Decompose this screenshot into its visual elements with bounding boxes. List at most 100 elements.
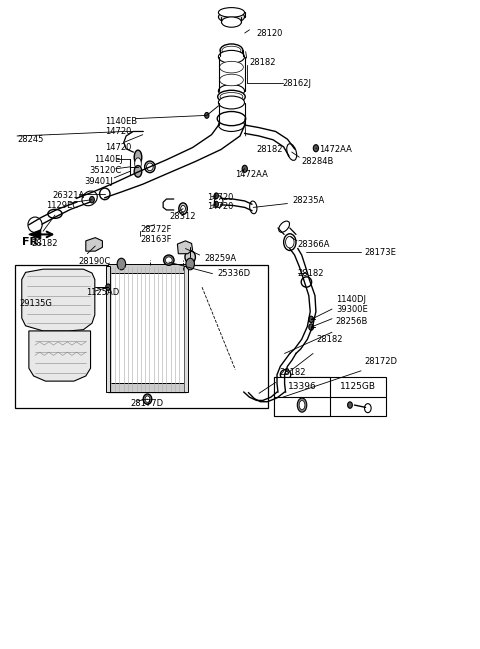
- Text: 1129EC: 1129EC: [47, 201, 79, 210]
- Text: 28182: 28182: [31, 239, 58, 248]
- Text: 28259A: 28259A: [204, 254, 237, 263]
- Ellipse shape: [309, 324, 313, 330]
- Ellipse shape: [222, 46, 241, 55]
- Text: 28190C: 28190C: [79, 257, 111, 266]
- Text: 26321A: 26321A: [53, 191, 85, 201]
- Ellipse shape: [286, 236, 294, 248]
- Ellipse shape: [219, 74, 243, 86]
- Bar: [274, 377, 385, 416]
- Text: 14720: 14720: [105, 143, 131, 152]
- Ellipse shape: [287, 143, 297, 160]
- Text: 35120C: 35120C: [90, 165, 122, 175]
- Ellipse shape: [214, 193, 218, 199]
- Text: 28162J: 28162J: [283, 79, 312, 88]
- Ellipse shape: [218, 51, 244, 63]
- Bar: [108, 264, 186, 273]
- Ellipse shape: [364, 404, 371, 413]
- Ellipse shape: [99, 188, 110, 200]
- Polygon shape: [86, 238, 102, 251]
- Text: 1140EJ: 1140EJ: [95, 154, 123, 164]
- Text: 28182: 28182: [257, 145, 283, 154]
- Ellipse shape: [145, 396, 150, 402]
- Bar: [14, 265, 268, 408]
- Ellipse shape: [215, 196, 223, 208]
- Ellipse shape: [348, 402, 352, 408]
- Polygon shape: [29, 331, 91, 381]
- Text: 28312: 28312: [170, 212, 196, 221]
- Ellipse shape: [284, 234, 296, 251]
- Ellipse shape: [106, 284, 110, 290]
- Text: 28245: 28245: [17, 135, 43, 143]
- Polygon shape: [29, 230, 41, 239]
- Text: 25336D: 25336D: [217, 269, 251, 278]
- Ellipse shape: [280, 369, 291, 380]
- Text: 28172D: 28172D: [364, 357, 397, 365]
- Ellipse shape: [220, 44, 243, 57]
- Ellipse shape: [221, 17, 241, 27]
- Ellipse shape: [82, 191, 97, 206]
- Text: 13396: 13396: [288, 382, 316, 391]
- Polygon shape: [178, 241, 192, 254]
- Text: 1472AA: 1472AA: [319, 145, 352, 154]
- Ellipse shape: [117, 258, 126, 270]
- Text: 28182: 28182: [279, 368, 305, 377]
- Text: 1472AA: 1472AA: [235, 170, 268, 179]
- Text: FR.: FR.: [22, 237, 42, 247]
- Text: 28284B: 28284B: [301, 157, 334, 166]
- Text: 14720: 14720: [207, 193, 233, 202]
- Ellipse shape: [220, 93, 243, 101]
- Ellipse shape: [204, 112, 209, 118]
- Text: 1140DJ: 1140DJ: [336, 295, 366, 304]
- Ellipse shape: [309, 316, 313, 323]
- Ellipse shape: [242, 165, 247, 173]
- Ellipse shape: [313, 145, 319, 152]
- Ellipse shape: [166, 257, 172, 263]
- Bar: [106, 266, 110, 392]
- Ellipse shape: [218, 8, 244, 18]
- Bar: [108, 266, 186, 392]
- Ellipse shape: [143, 394, 152, 404]
- Text: 39401J: 39401J: [84, 177, 113, 186]
- Text: 28256B: 28256B: [336, 317, 368, 326]
- Text: 28272F: 28272F: [140, 225, 172, 234]
- Ellipse shape: [185, 251, 195, 263]
- Ellipse shape: [179, 203, 187, 214]
- Ellipse shape: [214, 201, 218, 207]
- Ellipse shape: [218, 84, 244, 97]
- Bar: [108, 383, 186, 392]
- Text: 1125GB: 1125GB: [340, 382, 376, 391]
- Text: 28235A: 28235A: [292, 197, 324, 206]
- Text: 28173E: 28173E: [364, 248, 396, 257]
- Text: 1125AD: 1125AD: [86, 288, 119, 297]
- Ellipse shape: [48, 210, 62, 218]
- Text: 39300E: 39300E: [336, 304, 368, 313]
- Text: 14720: 14720: [105, 127, 131, 136]
- Text: 28163F: 28163F: [140, 235, 172, 244]
- Ellipse shape: [134, 165, 142, 177]
- Ellipse shape: [297, 398, 307, 412]
- Text: 28182: 28182: [317, 335, 343, 344]
- Ellipse shape: [254, 387, 264, 397]
- Ellipse shape: [279, 221, 289, 232]
- Ellipse shape: [134, 150, 142, 164]
- Ellipse shape: [218, 90, 245, 103]
- Ellipse shape: [135, 158, 141, 169]
- Ellipse shape: [218, 11, 244, 23]
- Ellipse shape: [301, 277, 312, 287]
- Ellipse shape: [299, 400, 305, 410]
- Polygon shape: [219, 12, 245, 17]
- Ellipse shape: [180, 206, 185, 212]
- Ellipse shape: [250, 201, 257, 214]
- Ellipse shape: [240, 387, 252, 398]
- Ellipse shape: [218, 96, 244, 109]
- Ellipse shape: [218, 119, 244, 132]
- Ellipse shape: [164, 255, 174, 265]
- Bar: [184, 266, 188, 392]
- Text: 14720: 14720: [207, 202, 233, 212]
- Text: 29135G: 29135G: [19, 299, 52, 308]
- Polygon shape: [22, 269, 95, 331]
- Ellipse shape: [90, 197, 95, 203]
- Text: 28177D: 28177D: [131, 398, 164, 408]
- Text: 28366A: 28366A: [298, 239, 330, 249]
- Ellipse shape: [146, 163, 153, 171]
